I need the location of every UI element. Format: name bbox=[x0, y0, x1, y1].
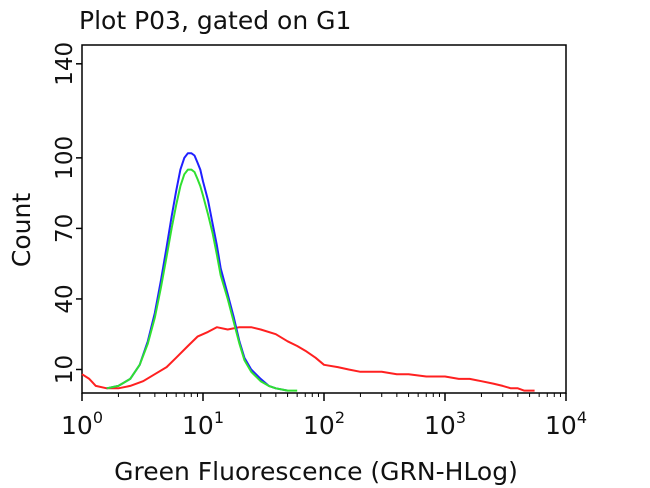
x-tick-label: 104 bbox=[545, 408, 587, 440]
plot-area bbox=[81, 44, 567, 394]
x-axis: 100 101 102 103 104 bbox=[61, 393, 587, 440]
x-tick-label: 103 bbox=[424, 408, 466, 440]
y-tick-label: 10 bbox=[52, 355, 78, 384]
series-line-2 bbox=[106, 152, 288, 392]
y-tick-label: 40 bbox=[52, 284, 78, 313]
y-axis-label: Count bbox=[7, 193, 36, 267]
series-line-1 bbox=[81, 326, 535, 392]
x-tick-label: 101 bbox=[182, 408, 224, 440]
series-group bbox=[81, 152, 535, 392]
y-tick-label: 100 bbox=[52, 136, 78, 180]
chart-title: Plot P03, gated on G1 bbox=[79, 6, 351, 35]
y-axis: 10 40 70 100 140 bbox=[52, 42, 82, 384]
y-tick-label: 140 bbox=[52, 42, 78, 86]
x-tick-label: 100 bbox=[61, 408, 103, 440]
y-tick-label: 70 bbox=[52, 214, 78, 243]
series-line-3 bbox=[106, 168, 298, 392]
x-tick-label: 102 bbox=[303, 408, 345, 440]
x-axis-label: Green Fluorescence (GRN-HLog) bbox=[114, 457, 518, 486]
